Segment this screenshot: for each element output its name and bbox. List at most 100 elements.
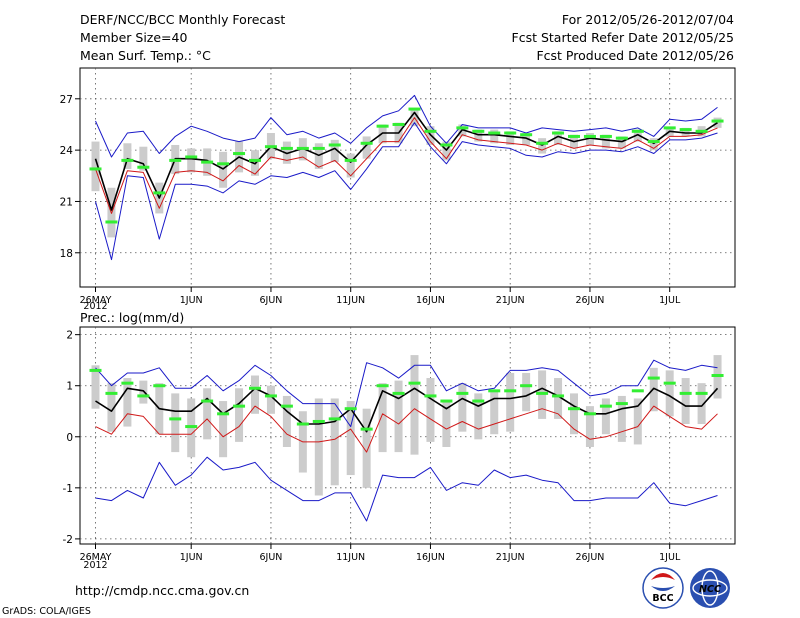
produced-date: Fcst Produced Date 2012/05/26	[536, 48, 734, 63]
forecast-marker	[89, 167, 102, 171]
forecast-marker	[264, 145, 277, 149]
forecast-marker	[344, 158, 357, 162]
x-year-label: 2012	[83, 560, 107, 571]
forecast-marker	[615, 402, 628, 406]
spread-box	[442, 401, 451, 447]
spread-box	[123, 378, 132, 427]
forecast-marker	[520, 384, 533, 388]
plot-frame	[79, 67, 736, 288]
bcc-logo-swirl-blue	[651, 586, 675, 591]
spread-box	[314, 143, 323, 169]
y-tick-label: 21	[60, 196, 73, 208]
spread-box	[394, 380, 403, 453]
forecast-marker	[695, 391, 708, 395]
spread-box	[282, 395, 291, 447]
forecast-marker	[679, 391, 692, 395]
temperature-panel: 18 21 24 27 26MAY 1JUN 6JUN 11JUN 16JUN 21JUN 26JU…	[60, 67, 736, 312]
spread-box	[617, 395, 626, 442]
forecast-marker	[185, 155, 198, 159]
spread-box	[633, 398, 642, 445]
bcc-logo-swirl-red	[651, 573, 675, 580]
spread-box	[585, 133, 594, 145]
forecast-marker	[169, 417, 182, 421]
spread-box	[474, 393, 483, 440]
upper-bound-line	[95, 359, 718, 428]
spread-box	[554, 378, 563, 419]
footer-url[interactable]: http://cmdp.ncc.cma.gov.cn	[75, 583, 249, 598]
spread-box	[426, 378, 435, 442]
forecast-marker	[121, 381, 134, 385]
spread-box	[346, 401, 355, 476]
spread-box	[314, 398, 323, 496]
forecast-marker	[408, 381, 421, 385]
spread-box	[665, 370, 674, 417]
x-tick-label: 1JUL	[659, 295, 681, 306]
forecast-marker	[647, 376, 660, 380]
x-tick-label: 26MAY	[80, 552, 112, 563]
y-tick-label: -2	[63, 534, 73, 546]
forecast-marker	[456, 391, 469, 395]
grads-credit: GrADS: COLA/IGES	[2, 606, 91, 617]
spread-box	[601, 134, 610, 149]
spread-box	[219, 151, 228, 188]
forecast-marker	[456, 126, 469, 130]
spread-box	[91, 365, 100, 409]
forecast-marker	[296, 146, 309, 150]
ncc-logo-orbit-b	[701, 570, 719, 606]
spread-box	[219, 401, 228, 458]
forecast-marker	[711, 374, 724, 378]
forecast-marker	[583, 134, 596, 138]
forecast-marker	[105, 391, 118, 395]
forecast-marker	[472, 129, 485, 133]
forecast-period: For 2012/05/26-2012/07/04	[562, 12, 734, 27]
figure-title: DERF/NCC/BCC Monthly Forecast	[80, 12, 285, 27]
x-tick-label: 11JUN	[336, 295, 365, 306]
bcc-logo: BCC	[642, 567, 684, 609]
spread-box	[538, 138, 547, 154]
x-tick-label: 1JUL	[659, 552, 681, 563]
forecast-marker	[504, 131, 517, 135]
spread-box	[330, 139, 339, 163]
spread-box	[362, 408, 371, 488]
bcc-logo-text: BCC	[652, 593, 673, 604]
forecast-marker	[280, 146, 293, 150]
forecast-marker	[536, 141, 549, 145]
forecast-marker	[392, 122, 405, 126]
forecast-marker	[217, 162, 230, 166]
spread-box	[266, 385, 275, 414]
forecast-marker	[631, 389, 644, 393]
ncc-logo-disc	[690, 568, 730, 608]
spread-box	[203, 388, 212, 440]
forecast-marker	[169, 158, 182, 162]
forecast-marker	[647, 140, 660, 144]
precipitation-panel: -2 -1 0 1 2 26MAY 1JUN 6JUN 11JUN 16JUN 21JUN 26JUN…	[63, 326, 736, 571]
spread-box	[570, 393, 578, 435]
spread-box	[506, 131, 515, 145]
forecast-marker	[536, 391, 549, 395]
x-tick-label: 26JUN	[575, 295, 604, 306]
ncc-logo-text: NCC	[699, 584, 721, 595]
spread-box	[346, 153, 355, 178]
forecast-marker	[137, 165, 150, 169]
forecast-marker	[711, 119, 724, 123]
forecast-marker	[488, 389, 501, 393]
forecast-marker	[201, 160, 214, 164]
forecast-marker	[663, 381, 676, 385]
forecast-marker	[137, 394, 150, 398]
y-tick-label: 1	[66, 381, 73, 393]
x-tick-label: 21JUN	[496, 552, 525, 563]
y-tick-label: 2	[66, 330, 73, 342]
ensemble-mean-line	[95, 387, 719, 433]
x-tick-label: 21JUN	[496, 295, 525, 306]
x-tick-label: 11JUN	[336, 552, 365, 563]
forecast-marker	[233, 152, 246, 156]
spread-box	[522, 133, 531, 145]
forecast-marker	[328, 143, 341, 147]
forecast-marker	[153, 384, 166, 388]
y-tick-label: 24	[60, 145, 74, 157]
forecast-marker	[599, 134, 612, 138]
forecast-marker	[615, 136, 628, 140]
forecast-marker	[312, 146, 325, 150]
spread-box	[506, 372, 515, 432]
